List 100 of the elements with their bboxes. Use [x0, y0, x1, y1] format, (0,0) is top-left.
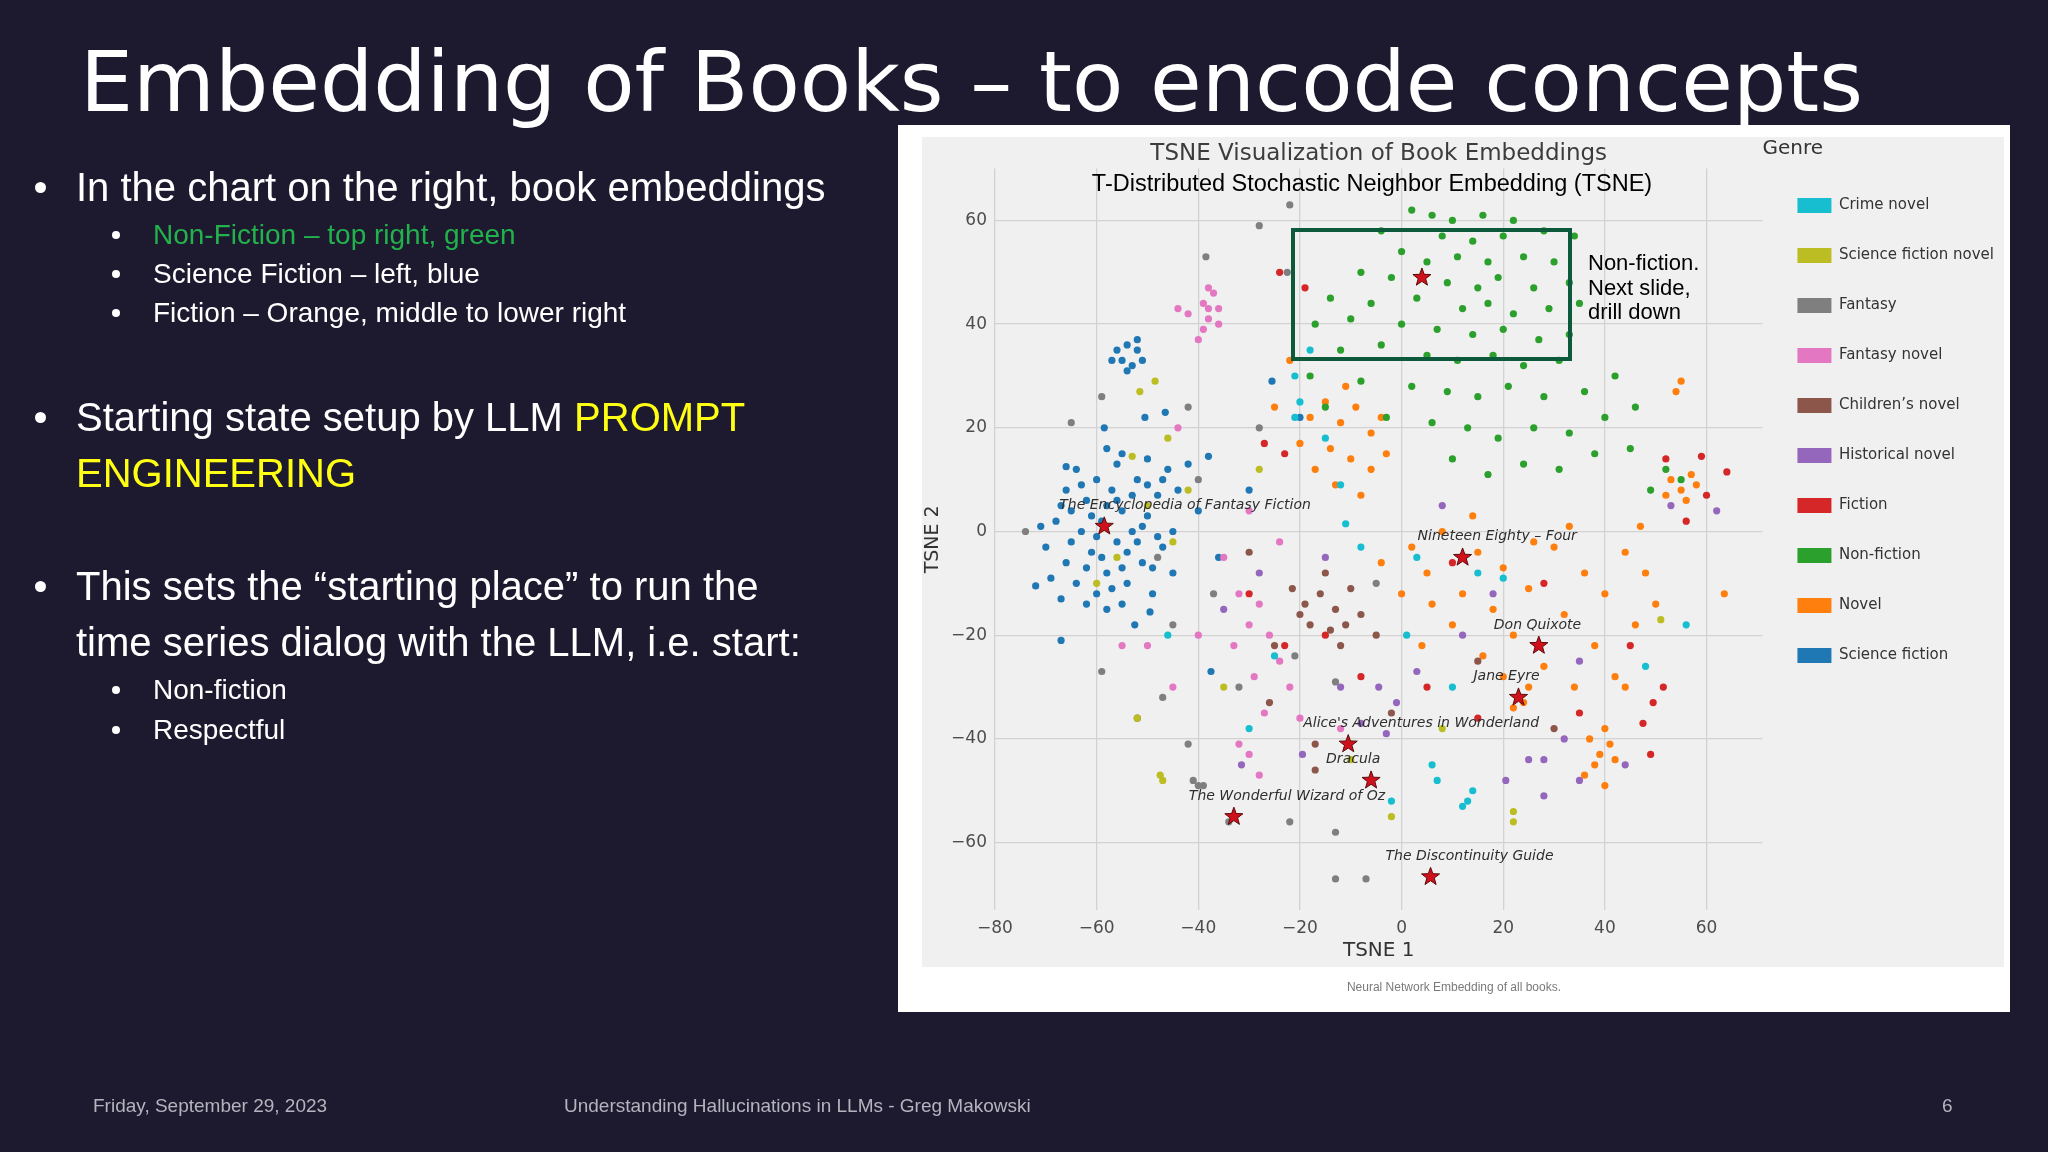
point — [1136, 387, 1144, 396]
point — [1413, 667, 1421, 676]
point — [1255, 424, 1263, 432]
text: Understanding Hallucinations in LLMs - Greg Makowski — [564, 1095, 1031, 1117]
point — [1235, 740, 1243, 748]
point — [1184, 403, 1192, 411]
point — [1220, 683, 1228, 691]
x-tick-label: −40 — [1180, 916, 1217, 937]
point — [1657, 616, 1665, 624]
point — [1270, 652, 1279, 660]
text: Embedding of Books – to encode concepts — [80, 33, 1863, 131]
text: Non-Fiction – top right, green — [153, 218, 516, 252]
y-tick-label: −20 — [951, 623, 987, 644]
point — [1250, 673, 1258, 681]
point — [1458, 802, 1467, 810]
point — [1458, 631, 1467, 639]
point — [1453, 547, 1473, 566]
point — [1316, 590, 1324, 598]
y-tick-label: 40 — [965, 312, 987, 333]
legend-label: Non-fiction — [1838, 545, 1921, 564]
point — [1342, 621, 1350, 629]
point — [1276, 657, 1284, 665]
point — [1338, 734, 1358, 753]
text: Science Fiction – left, blue — [153, 257, 480, 291]
point — [1235, 683, 1243, 691]
point — [1276, 538, 1284, 546]
legend-label: Fantasy novel — [1838, 345, 1943, 364]
point — [1265, 699, 1274, 707]
point — [1702, 491, 1711, 499]
legend-label: Crime novel — [1838, 195, 1930, 214]
legend-label: Fantasy — [1838, 295, 1897, 314]
annotation: The Discontinuity Guide — [1385, 846, 1554, 863]
point — [1392, 699, 1401, 707]
point — [1159, 693, 1167, 702]
point — [1067, 419, 1075, 427]
point — [1529, 635, 1549, 654]
point — [1255, 771, 1263, 779]
point — [1357, 543, 1365, 551]
point — [1575, 709, 1584, 717]
point — [1326, 626, 1335, 634]
legend-label: Science fiction novel — [1838, 245, 1995, 264]
point — [1448, 559, 1457, 567]
y-tick-label: 60 — [965, 208, 987, 229]
point — [1621, 761, 1629, 769]
point — [1713, 507, 1721, 515]
point — [1118, 641, 1126, 650]
point — [1291, 652, 1299, 660]
point — [1682, 517, 1690, 525]
point — [1245, 621, 1253, 629]
point — [1255, 600, 1263, 608]
x-tick-label: 40 — [1594, 916, 1616, 937]
point — [1113, 553, 1121, 562]
point — [1331, 828, 1340, 836]
point — [1184, 310, 1192, 318]
point — [1540, 756, 1548, 764]
point — [1255, 222, 1263, 230]
point — [1550, 724, 1558, 733]
text: 6 — [1942, 1095, 1953, 1117]
point — [1199, 299, 1207, 307]
point — [1204, 284, 1213, 292]
point — [1296, 610, 1304, 619]
point — [1296, 398, 1304, 406]
point — [1347, 584, 1355, 593]
text: Starting state setup by LLM — [76, 395, 563, 439]
point — [1209, 289, 1218, 297]
point — [1215, 304, 1223, 313]
point — [1194, 336, 1202, 344]
text: ENGINEERING — [76, 450, 357, 497]
text: time series dialog with the LLM, i.e. start: — [76, 619, 801, 666]
point — [1321, 434, 1329, 442]
y-axis-title: TSNE 2 — [920, 505, 943, 575]
point — [1194, 631, 1202, 639]
point — [1428, 761, 1436, 769]
point — [1489, 590, 1497, 598]
y-tick-label: −60 — [951, 831, 987, 852]
point — [1245, 548, 1253, 556]
point — [1331, 605, 1340, 613]
point — [1255, 569, 1263, 577]
point — [1357, 610, 1365, 619]
y-tick-label: −40 — [951, 727, 987, 748]
point — [1508, 687, 1529, 706]
point — [1260, 709, 1268, 717]
point — [1164, 631, 1172, 639]
x-axis-title: TSNE 1 — [1341, 937, 1415, 962]
text: Respectful — [153, 713, 286, 747]
point — [1469, 787, 1477, 795]
point — [1301, 600, 1309, 608]
point — [1245, 724, 1253, 733]
point — [1098, 667, 1106, 676]
point — [1245, 750, 1253, 759]
point — [1169, 683, 1177, 691]
point — [1306, 346, 1314, 354]
point — [1291, 413, 1299, 422]
annotation: Don Quixote — [1493, 615, 1582, 632]
point — [1647, 750, 1655, 759]
point — [1421, 866, 1441, 885]
point — [1509, 818, 1517, 826]
point — [1224, 806, 1244, 825]
point — [1337, 641, 1345, 650]
legend-title: Genre — [1762, 135, 1824, 160]
